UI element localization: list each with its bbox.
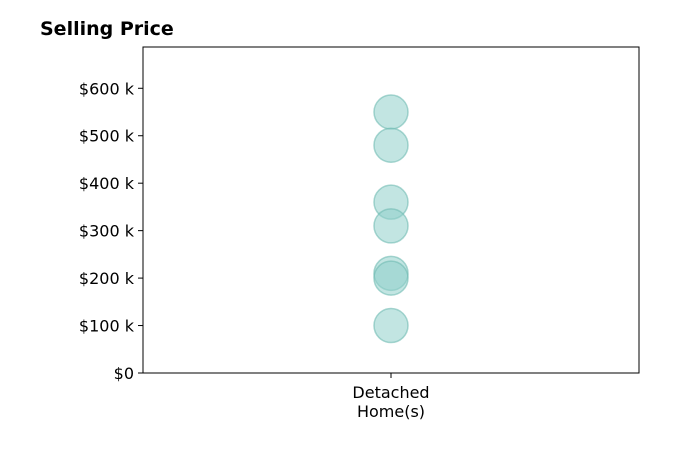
- chart-title: Selling Price: [40, 18, 174, 40]
- y-axis: $0 $100 k $200 k $300 k $400 k $500 k $600 k: [79, 79, 143, 383]
- y-tick-label: $200 k: [79, 269, 135, 288]
- data-point: [373, 260, 409, 296]
- y-tick-label: $300 k: [79, 222, 135, 241]
- y-tick-label: $0: [114, 364, 134, 383]
- data-point: [373, 127, 409, 163]
- data-point: [373, 94, 409, 130]
- y-tick-label: $400 k: [79, 174, 135, 193]
- y-tick-label: $600 k: [79, 79, 135, 98]
- y-tick-label: $500 k: [79, 127, 135, 146]
- x-category-label: Home(s): [357, 402, 425, 421]
- y-tick-label: $100 k: [79, 317, 135, 336]
- x-category-label: Detached: [352, 383, 429, 402]
- data-points: [373, 94, 409, 344]
- data-point: [373, 208, 409, 244]
- data-point: [373, 307, 409, 344]
